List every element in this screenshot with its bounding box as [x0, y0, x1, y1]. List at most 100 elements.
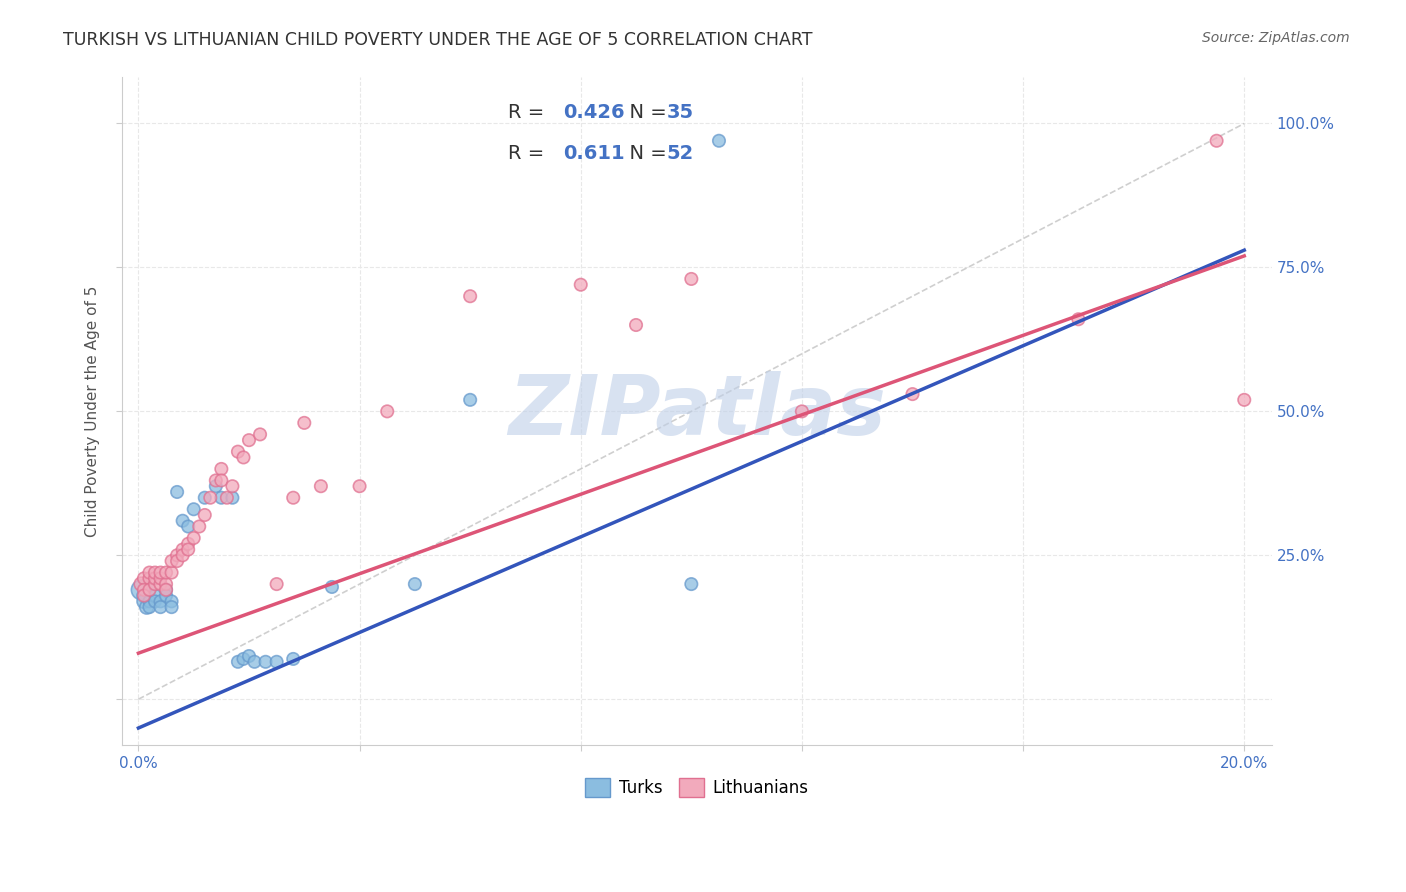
- Point: [149, 600, 172, 615]
- Point: [226, 655, 249, 669]
- Point: [155, 589, 177, 603]
- Point: [200, 491, 222, 505]
- Point: [209, 474, 232, 488]
- Point: [143, 571, 166, 585]
- Point: [254, 655, 277, 669]
- Text: Source: ZipAtlas.com: Source: ZipAtlas.com: [1202, 31, 1350, 45]
- Point: [132, 582, 155, 597]
- Point: [183, 502, 205, 516]
- Point: [129, 577, 152, 591]
- Point: [138, 600, 160, 615]
- Point: [569, 277, 592, 292]
- Point: [155, 582, 177, 597]
- Point: [458, 392, 481, 407]
- Point: [166, 554, 188, 568]
- Point: [143, 589, 166, 603]
- Point: [138, 594, 160, 608]
- Point: [172, 542, 194, 557]
- Point: [149, 571, 172, 585]
- Point: [194, 491, 217, 505]
- Point: [129, 582, 152, 597]
- Point: [160, 566, 183, 580]
- Point: [183, 531, 205, 545]
- Point: [458, 289, 481, 303]
- Point: [283, 652, 305, 666]
- Point: [790, 404, 813, 418]
- Point: [221, 491, 243, 505]
- Text: 35: 35: [666, 103, 695, 122]
- Point: [349, 479, 371, 493]
- Point: [138, 582, 160, 597]
- Point: [160, 554, 183, 568]
- Point: [1205, 134, 1227, 148]
- Point: [177, 537, 200, 551]
- Point: [283, 491, 305, 505]
- Point: [238, 648, 260, 663]
- Point: [215, 491, 238, 505]
- Point: [292, 416, 315, 430]
- Point: [266, 655, 288, 669]
- Point: [226, 444, 249, 458]
- Point: [177, 542, 200, 557]
- Point: [143, 566, 166, 580]
- Point: [149, 577, 172, 591]
- Point: [404, 577, 426, 591]
- Text: TURKISH VS LITHUANIAN CHILD POVERTY UNDER THE AGE OF 5 CORRELATION CHART: TURKISH VS LITHUANIAN CHILD POVERTY UNDE…: [63, 31, 813, 49]
- Point: [138, 582, 160, 597]
- Point: [138, 571, 160, 585]
- Point: [132, 571, 155, 585]
- Point: [1233, 392, 1256, 407]
- Point: [132, 589, 155, 603]
- Point: [149, 594, 172, 608]
- Point: [238, 433, 260, 447]
- Point: [166, 549, 188, 563]
- Legend: Turks, Lithuanians: Turks, Lithuanians: [579, 772, 815, 804]
- Text: ZIPatlas: ZIPatlas: [508, 371, 886, 452]
- Point: [221, 479, 243, 493]
- Point: [205, 479, 228, 493]
- Point: [160, 594, 183, 608]
- Point: [209, 491, 232, 505]
- Point: [166, 485, 188, 500]
- Point: [172, 549, 194, 563]
- Point: [681, 272, 703, 286]
- Text: 0.426: 0.426: [564, 103, 626, 122]
- Point: [177, 519, 200, 533]
- Point: [681, 577, 703, 591]
- Point: [132, 589, 155, 603]
- Point: [155, 577, 177, 591]
- Point: [249, 427, 271, 442]
- Point: [155, 566, 177, 580]
- Point: [143, 594, 166, 608]
- Point: [232, 450, 254, 465]
- Text: N =: N =: [617, 145, 673, 163]
- Point: [707, 134, 730, 148]
- Point: [160, 600, 183, 615]
- Point: [194, 508, 217, 522]
- Point: [149, 566, 172, 580]
- Point: [309, 479, 332, 493]
- Text: 0.611: 0.611: [564, 145, 626, 163]
- Point: [232, 652, 254, 666]
- Point: [135, 600, 157, 615]
- Point: [155, 582, 177, 597]
- Point: [205, 474, 228, 488]
- Point: [143, 577, 166, 591]
- Point: [624, 318, 647, 332]
- Text: 52: 52: [666, 145, 695, 163]
- Point: [375, 404, 398, 418]
- Point: [132, 594, 155, 608]
- Text: R =: R =: [508, 103, 551, 122]
- Y-axis label: Child Poverty Under the Age of 5: Child Poverty Under the Age of 5: [86, 285, 100, 537]
- Point: [243, 655, 266, 669]
- Text: N =: N =: [617, 103, 673, 122]
- Point: [901, 387, 924, 401]
- Point: [209, 462, 232, 476]
- Point: [188, 519, 211, 533]
- Point: [172, 514, 194, 528]
- Point: [266, 577, 288, 591]
- Point: [138, 566, 160, 580]
- Point: [1067, 312, 1090, 326]
- Text: R =: R =: [508, 145, 557, 163]
- Point: [321, 580, 343, 594]
